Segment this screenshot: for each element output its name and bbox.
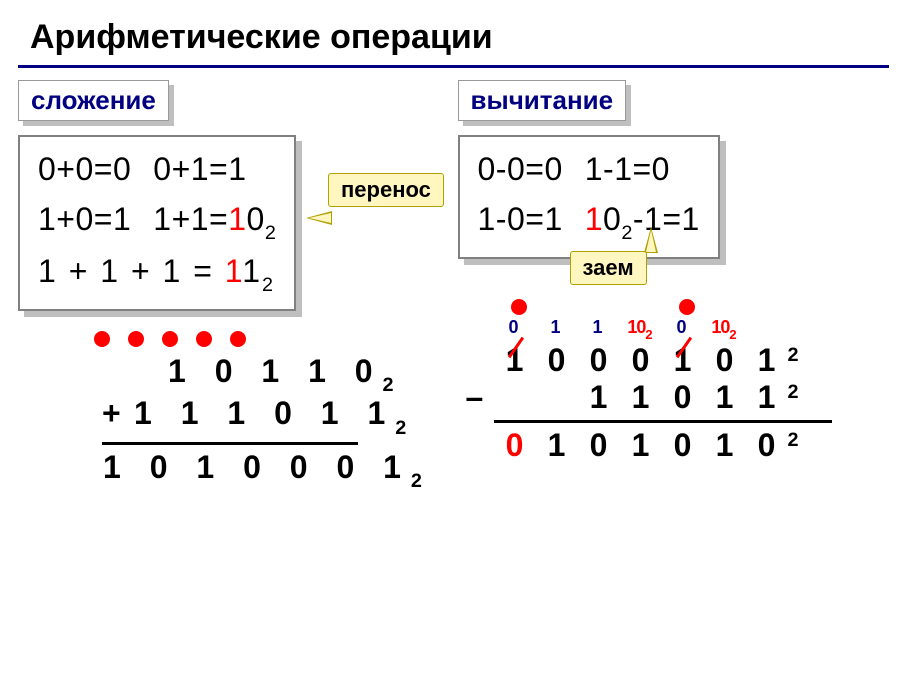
carry-callout-tail xyxy=(306,211,332,225)
digit-cell: 1 xyxy=(578,379,620,416)
add-rule-2b: 1+1=102 xyxy=(153,195,276,247)
digit-cell: 0 xyxy=(536,342,578,379)
digit-cell: 1 xyxy=(620,427,662,464)
addition-operand-1-sub: 2 xyxy=(383,374,394,396)
digit-cell: 1 xyxy=(704,379,746,416)
title-underline xyxy=(18,65,889,68)
subtraction-label: вычитание xyxy=(458,80,627,121)
digit-cell: 0 xyxy=(494,427,536,464)
addition-operand-2-sub: 2 xyxy=(395,417,406,439)
sub-rule-2b: 102-1=1 xyxy=(585,195,700,247)
digit-cell: 0 xyxy=(704,342,746,379)
subscript: 2 xyxy=(788,429,799,466)
addition-worked: 1 0 1 1 02 +1 1 1 0 1 12 1 0 1 0 0 0 12 xyxy=(18,331,450,491)
carry-dot xyxy=(94,331,110,347)
addition-result-sub: 2 xyxy=(411,470,422,492)
subtraction-rule-row-1: 0-0=0 1-1=0 xyxy=(478,145,700,195)
carry-callout: перенос xyxy=(328,173,444,207)
addition-rules-wrap: 0+0=0 0+1=1 1+0=1 1+1=102 1 + 1 + 1 = 11… xyxy=(18,135,296,311)
add-rule-2b-emph: 1 xyxy=(228,201,246,237)
borrow-value: 102 xyxy=(706,317,742,341)
borrow-value: 1 xyxy=(538,317,574,341)
digit-cell: 0 xyxy=(746,427,788,464)
subtraction-operand-1: 10001012 xyxy=(458,342,890,379)
addition-result: 1 0 1 0 0 0 12 xyxy=(18,449,450,491)
digit-cell: 1 xyxy=(620,379,662,416)
content-columns: сложение 0+0=0 0+1=1 1+0=1 1+1=102 1 + 1… xyxy=(0,80,907,491)
add-rule-1a: 0+0=0 xyxy=(38,145,131,195)
digit-cell: 0 xyxy=(620,342,662,379)
carry-dot xyxy=(230,331,246,347)
addition-rule-row-3: 1 + 1 + 1 = 112 xyxy=(38,247,276,299)
addition-operand-1: 1 0 1 1 02 xyxy=(18,353,450,395)
addition-result-digits: 1 0 1 0 0 0 1 xyxy=(103,449,411,485)
subtraction-result: 01010102 xyxy=(458,427,890,464)
subtraction-rules-box: 0-0=0 1-1=0 1-0=1 102-1=1 xyxy=(458,135,720,259)
digit-cell: 0 xyxy=(662,379,704,416)
add-rule-3-rest: 1 xyxy=(242,253,262,289)
add-rule-3-sub: 2 xyxy=(262,274,275,296)
add-rule-3-emph: 1 xyxy=(225,253,242,289)
subtraction-operand-2: –110112 xyxy=(458,379,890,416)
digit-cell: 1 xyxy=(662,342,704,379)
digit-cell: 1 xyxy=(746,379,788,416)
addition-label: сложение xyxy=(18,80,169,121)
digit-cell: 1 xyxy=(536,427,578,464)
subtraction-label-wrap: вычитание xyxy=(458,80,627,121)
borrow-value: 1 xyxy=(580,317,616,341)
digit-cell: 0 xyxy=(578,427,620,464)
addition-label-wrap: сложение xyxy=(18,80,169,121)
borrow-value: 0 xyxy=(496,317,532,341)
subtraction-column: вычитание 0-0=0 1-1=0 1-0=1 102-1=1 заем… xyxy=(458,80,890,491)
addition-plus-sign: + xyxy=(102,395,134,432)
add-rule-3-prefix: 1 + 1 + 1 = xyxy=(38,253,225,289)
addition-rules-box: 0+0=0 0+1=1 1+0=1 1+1=102 1 + 1 + 1 = 11… xyxy=(18,135,296,311)
borrow-dot xyxy=(511,299,527,315)
sub-rule-2b-mid: 0 xyxy=(603,201,621,237)
subtraction-line xyxy=(494,420,832,423)
sub-rule-2b-sub: 2 xyxy=(621,222,633,244)
addition-rule-row-2: 1+0=1 1+1=102 xyxy=(38,195,276,247)
sub-rule-1a: 0-0=0 xyxy=(478,145,563,195)
digit-cell: 1 xyxy=(704,427,746,464)
digit-cell xyxy=(536,379,578,416)
addition-operand-2-digits: 1 1 1 0 1 1 xyxy=(134,395,395,431)
add-rule-1b: 0+1=1 xyxy=(153,145,246,195)
borrow-dot xyxy=(679,299,695,315)
minus-sign: – xyxy=(466,379,508,416)
digit-cell: 0 xyxy=(578,342,620,379)
carry-dot xyxy=(128,331,144,347)
addition-rule-row-1: 0+0=0 0+1=1 xyxy=(38,145,276,195)
add-rule-2b-prefix: 1+1= xyxy=(153,201,228,237)
borrow-value: 102 xyxy=(622,317,658,341)
subtraction-rules-wrap: 0-0=0 1-1=0 1-0=1 102-1=1 заем xyxy=(458,135,720,259)
subscript: 2 xyxy=(788,344,799,381)
subtraction-borrow-dots xyxy=(458,299,890,315)
add-rule-2a: 1+0=1 xyxy=(38,195,131,247)
page-title: Арифметические операции xyxy=(0,0,907,65)
carry-dot xyxy=(196,331,212,347)
digit-cell: 1 xyxy=(746,342,788,379)
addition-carry-dots xyxy=(18,331,450,347)
add-rule-2b-rest: 0 xyxy=(247,201,265,237)
digit-cell: 1 xyxy=(494,342,536,379)
sub-rule-1b: 1-1=0 xyxy=(585,145,670,195)
digit-cell: 0 xyxy=(662,427,704,464)
borrow-value: 0 xyxy=(664,317,700,341)
addition-operand-1-digits: 1 0 1 1 0 xyxy=(168,353,383,389)
subtraction-worked: 0111020102 10001012 –110112 01010102 xyxy=(458,299,890,465)
sub-rule-2a: 1-0=1 xyxy=(478,195,563,247)
addition-line xyxy=(102,442,358,445)
subscript: 2 xyxy=(788,381,799,418)
addition-column: сложение 0+0=0 0+1=1 1+0=1 1+1=102 1 + 1… xyxy=(18,80,450,491)
borrow-callout: заем xyxy=(570,251,647,285)
addition-operand-2: +1 1 1 0 1 12 xyxy=(18,395,450,437)
carry-dot xyxy=(162,331,178,347)
sub-rule-2b-emph: 1 xyxy=(585,201,603,237)
subtraction-rule-row-2: 1-0=1 102-1=1 xyxy=(478,195,700,247)
borrow-callout-tail xyxy=(644,227,658,253)
add-rule-2b-sub: 2 xyxy=(265,222,277,244)
